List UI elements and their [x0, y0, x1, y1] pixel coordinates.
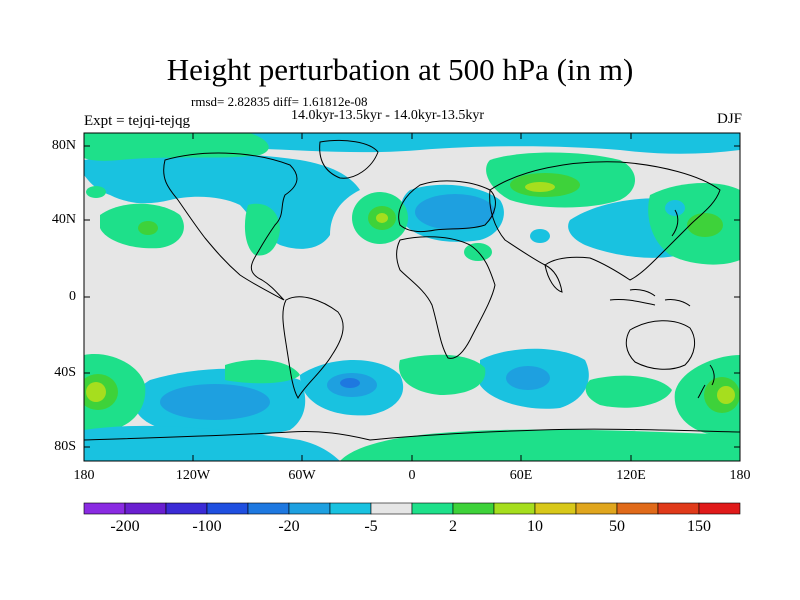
- contour-yellow-sw: [86, 382, 106, 402]
- coastline-new-zealand: [697, 364, 715, 399]
- colorbar-swatch: [575, 502, 618, 515]
- coastline-indonesia: [609, 289, 691, 307]
- colorbar-label-6: 10: [527, 518, 543, 535]
- lon-label-60w: 60W: [288, 468, 316, 483]
- colorbar-swatch: [452, 502, 495, 515]
- lat-label-0: 0: [69, 289, 76, 304]
- colorbar-swatch: [206, 502, 249, 515]
- colorbar-swatch: [165, 502, 208, 515]
- contour-cyan-antarctic: [84, 425, 340, 461]
- colorbar-swatch: [83, 502, 126, 515]
- contour-cyan-japan: [665, 200, 685, 216]
- contour-green-s-pacific: [225, 359, 300, 384]
- colorbar-swatch: [698, 502, 741, 515]
- lon-label-180w: 180: [73, 468, 95, 483]
- coastline-asia: [489, 161, 721, 281]
- contour-green-small-1: [86, 186, 106, 198]
- contour-cyan-north: [84, 152, 360, 249]
- stats-label: rmsd= 2.82835 diff= 1.61812e-08: [191, 94, 368, 109]
- experiment-label: Expt = tejqi-tejqg: [84, 113, 190, 129]
- contour-green-north: [84, 133, 269, 161]
- colorbar-label-4: -5: [364, 518, 378, 535]
- contour-yellow-ne: [525, 182, 555, 192]
- coastline-antarctica: [84, 428, 740, 441]
- coastline-africa: [396, 236, 496, 359]
- colorbar-swatch: [124, 502, 167, 515]
- coastline-north-america: [163, 152, 298, 301]
- colorbar-swatch: [616, 502, 659, 515]
- lon-label-180e: 180: [729, 468, 751, 483]
- contour-yellow-atlantic: [376, 213, 388, 223]
- colorbar-swatch: [534, 502, 577, 515]
- contour-blue-south-pacific: [160, 384, 270, 420]
- colorbar-label-5: 2: [449, 518, 457, 535]
- contour-blue-south-indian: [506, 366, 550, 390]
- contour-darkblue-south-atlantic: [340, 378, 360, 388]
- contour-cyan-small: [530, 229, 550, 243]
- coastline-greenland: [319, 139, 379, 179]
- contour-green-antarctic: [340, 429, 740, 461]
- map-panel: [84, 133, 740, 461]
- coastline-australia: [625, 320, 696, 370]
- contour-blue-europe: [415, 194, 495, 230]
- coastline-south-america: [282, 296, 344, 400]
- lon-label-60e: 60E: [509, 468, 533, 483]
- coastline-japan: [671, 209, 679, 237]
- colorbar-label-1: -200: [110, 518, 140, 535]
- axis-ticks: [84, 133, 740, 461]
- colorbar-swatch: [247, 502, 290, 515]
- colorbar-swatch: [493, 502, 536, 515]
- contour-lime-nwpacific: [687, 213, 723, 237]
- colorbar-swatch: [370, 502, 413, 515]
- colorbar-label-7: 50: [609, 518, 625, 535]
- coastlines: [84, 139, 740, 441]
- contour-yellow-se: [717, 386, 735, 404]
- map-title: Height perturbation at 500 hPa (in m): [166, 52, 634, 87]
- lon-label-120e: 120E: [616, 468, 646, 483]
- lon-label-0: 0: [408, 468, 416, 483]
- colorbar: [83, 502, 741, 515]
- contour-green-s-australia: [585, 375, 672, 408]
- colorbar-label-8: 150: [687, 518, 711, 535]
- colorbar-swatch: [411, 502, 454, 515]
- contour-lime-pacific: [138, 221, 158, 235]
- contour-green-namerica: [244, 203, 280, 256]
- lat-label-40n: 40N: [51, 212, 76, 227]
- lon-label-120w: 120W: [175, 468, 211, 483]
- colorbar-swatch: [288, 502, 331, 515]
- lat-label-40s: 40S: [54, 365, 76, 380]
- colorbar-swatch: [329, 502, 372, 515]
- colorbar-swatch: [657, 502, 700, 515]
- season-label: DJF: [716, 111, 742, 127]
- coastline-india: [544, 264, 563, 293]
- colorbar-label-2: -100: [192, 518, 222, 535]
- coastline-europe: [398, 180, 496, 233]
- lat-label-80n: 80N: [51, 138, 76, 153]
- lat-label-80s: 80S: [54, 439, 76, 454]
- colorbar-label-3: -20: [278, 518, 300, 535]
- contour-green-s-africa: [399, 354, 486, 395]
- period-label: 14.0kyr-13.5kyr - 14.0kyr-13.5kyr: [291, 108, 485, 123]
